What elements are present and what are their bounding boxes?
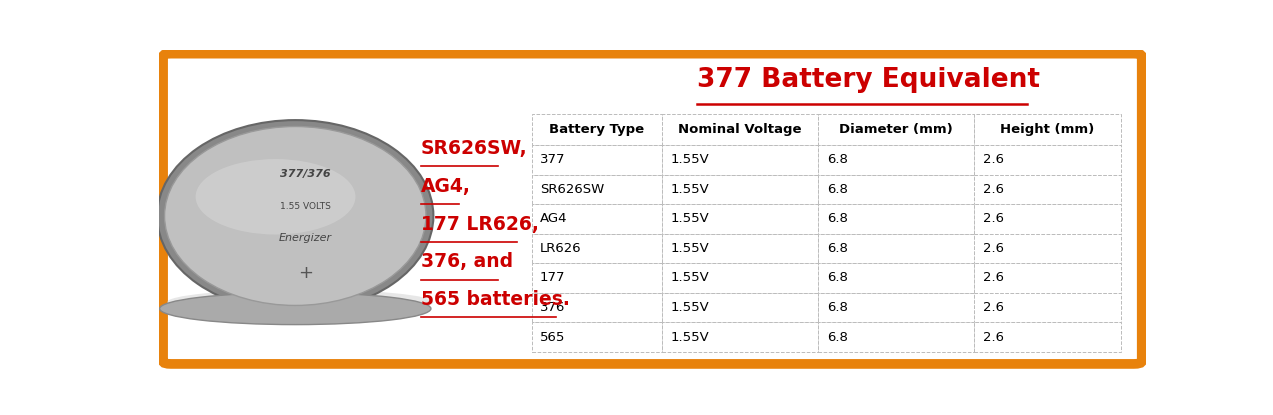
Text: Battery Type: Battery Type (549, 123, 644, 136)
Polygon shape (974, 114, 1122, 145)
Text: AG4,: AG4, (420, 177, 471, 196)
Polygon shape (532, 114, 662, 145)
Text: 1.55V: 1.55V (671, 301, 710, 314)
Text: Diameter (mm): Diameter (mm) (839, 123, 952, 136)
Polygon shape (662, 114, 817, 145)
Text: 2.6: 2.6 (983, 242, 1003, 255)
Text: SR626SW: SR626SW (540, 183, 605, 196)
Polygon shape (817, 293, 974, 322)
Polygon shape (662, 322, 817, 352)
Text: 377 Battery Equivalent: 377 Battery Equivalent (696, 67, 1040, 93)
Polygon shape (662, 204, 817, 234)
Polygon shape (974, 322, 1122, 352)
Polygon shape (817, 263, 974, 293)
Text: Height (mm): Height (mm) (1001, 123, 1095, 136)
Ellipse shape (157, 120, 433, 312)
Text: 377: 377 (540, 153, 565, 166)
Ellipse shape (164, 127, 426, 305)
Text: 376: 376 (540, 301, 565, 314)
Text: Nominal Voltage: Nominal Voltage (679, 123, 802, 136)
Text: 6.8: 6.8 (827, 183, 848, 196)
Polygon shape (662, 263, 817, 293)
Ellipse shape (196, 159, 355, 234)
Polygon shape (532, 234, 662, 263)
Text: Energizer: Energizer (279, 233, 332, 243)
Text: 6.8: 6.8 (827, 153, 848, 166)
Polygon shape (974, 263, 1122, 293)
Polygon shape (532, 263, 662, 293)
Text: 6.8: 6.8 (827, 212, 848, 225)
Polygon shape (817, 234, 974, 263)
Text: LR626: LR626 (540, 242, 582, 255)
Text: 1.55V: 1.55V (671, 242, 710, 255)
Text: 1.55V: 1.55V (671, 212, 710, 225)
Text: 1.55V: 1.55V (671, 183, 710, 196)
Text: 6.8: 6.8 (827, 330, 848, 344)
Polygon shape (974, 145, 1122, 174)
Text: 376, and: 376, and (420, 252, 513, 271)
Text: 6.8: 6.8 (827, 271, 848, 284)
Text: 377/376: 377/376 (280, 169, 331, 179)
Polygon shape (974, 293, 1122, 322)
Text: 1.55V: 1.55V (671, 271, 710, 284)
Polygon shape (662, 293, 817, 322)
Polygon shape (974, 204, 1122, 234)
Text: 2.6: 2.6 (983, 183, 1003, 196)
Text: 2.6: 2.6 (983, 301, 1003, 314)
Polygon shape (532, 174, 662, 204)
Ellipse shape (167, 290, 433, 315)
FancyBboxPatch shape (163, 54, 1142, 364)
Text: SR626SW,: SR626SW, (420, 139, 527, 158)
Text: 6.8: 6.8 (827, 301, 848, 314)
Polygon shape (662, 174, 817, 204)
Text: 1.55 VOLTS: 1.55 VOLTS (280, 202, 331, 211)
Polygon shape (817, 114, 974, 145)
Polygon shape (532, 204, 662, 234)
Polygon shape (974, 234, 1122, 263)
Polygon shape (662, 234, 817, 263)
Polygon shape (817, 322, 974, 352)
Text: 2.6: 2.6 (983, 330, 1003, 344)
Text: 565 batteries.: 565 batteries. (420, 290, 569, 309)
Polygon shape (817, 174, 974, 204)
Text: AG4: AG4 (540, 212, 568, 225)
Ellipse shape (159, 293, 432, 325)
Text: 565: 565 (540, 330, 565, 344)
Text: 1.55V: 1.55V (671, 153, 710, 166)
Text: 2.6: 2.6 (983, 212, 1003, 225)
Polygon shape (532, 293, 662, 322)
Text: +: + (298, 264, 313, 283)
Polygon shape (532, 145, 662, 174)
Text: 2.6: 2.6 (983, 271, 1003, 284)
Text: 1.55V: 1.55V (671, 330, 710, 344)
Polygon shape (817, 145, 974, 174)
Text: 177: 177 (540, 271, 565, 284)
Text: 2.6: 2.6 (983, 153, 1003, 166)
Text: 6.8: 6.8 (827, 242, 848, 255)
Polygon shape (532, 322, 662, 352)
Polygon shape (974, 174, 1122, 204)
Text: 177 LR626,: 177 LR626, (420, 215, 538, 234)
Polygon shape (662, 145, 817, 174)
Polygon shape (817, 204, 974, 234)
